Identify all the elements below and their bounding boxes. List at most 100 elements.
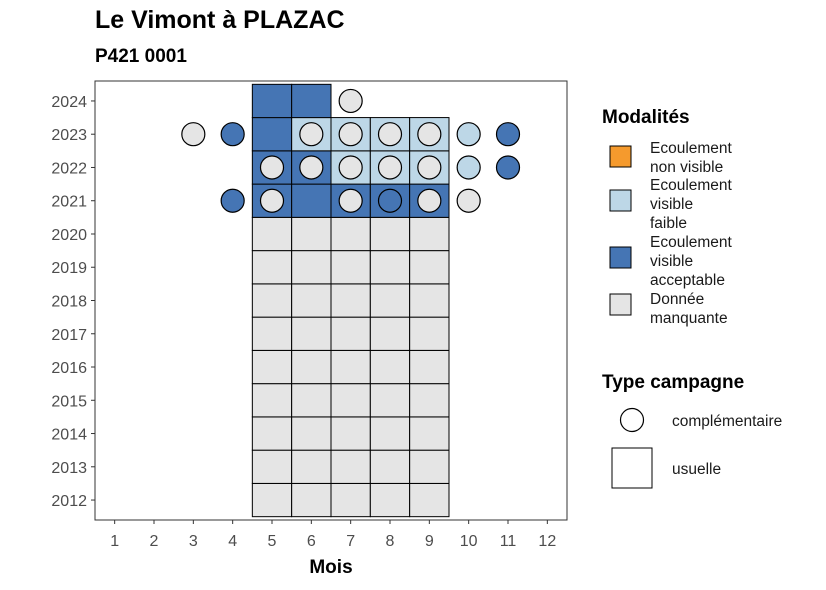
usuelle-cell-2017-7 [330,316,371,351]
usuelle-cell-2016-9 [409,349,450,385]
usuelle-cell-2016-6 [291,349,332,385]
complementaire-point-2021-7 [338,188,363,213]
x-tick-label-9: 9 [425,533,434,550]
usuelle-cell-2023-5 [251,117,293,152]
complementaire-points [181,88,521,213]
legend-label-faible-2: faible [650,215,687,232]
x-tick-label-12: 12 [538,533,556,550]
y-tick-label-2020: 2020 [51,227,87,244]
legend-shape-complmentaire [619,407,645,433]
usuelle-cell-2015-9 [409,383,450,418]
complementaire-point-2022-9 [417,155,442,180]
complementaire-point-2021-5 [259,188,285,213]
usuelle-cell-2024-6 [291,83,332,119]
usuelle-cell-2020-9 [409,216,450,252]
x-tick-label-6: 6 [307,533,316,550]
usuelle-cell-2017-9 [409,316,450,351]
legend-label-manquante-1: manquante [650,310,728,327]
usuelle-cells [251,83,450,518]
chart-title: Le Vimont à PLAZAC [95,6,345,34]
usuelle-cell-2014-7 [330,416,371,451]
usuelle-cell-2012-6 [291,482,332,518]
complementaire-point-2023-7 [338,122,363,147]
usuelle-cell-2019-6 [291,250,332,285]
x-axis-title: Mois [309,557,352,578]
y-tick-label-2022: 2022 [51,160,87,177]
usuelle-cell-2012-8 [369,482,411,518]
complementaire-point-2022-5 [259,155,285,180]
y-tick-label-2015: 2015 [51,393,87,410]
usuelle-cell-2014-9 [409,416,450,451]
chart-subtitle: P421 0001 [95,46,187,67]
x-tick-label-5: 5 [268,533,277,550]
complementaire-point-2023-4 [220,122,245,147]
usuelle-cell-2016-5 [251,349,293,385]
legend-label-acceptable-2: acceptable [650,272,725,289]
usuelle-cell-2013-8 [369,449,411,484]
usuelle-cell-2016-7 [330,349,371,385]
usuelle-cell-2015-7 [330,383,371,418]
complementaire-point-2021-10 [456,188,481,213]
legend-label-faible-1: visible [650,196,693,213]
complementaire-point-2023-9 [417,122,442,147]
usuelle-cell-2013-6 [291,449,332,484]
x-tick-label-10: 10 [460,533,478,550]
usuelle-cell-2018-7 [330,283,371,318]
x-tick-label-7: 7 [346,533,355,550]
y-tick-label-2016: 2016 [51,360,87,377]
legend-label-manquante-0: Donnée [650,291,704,308]
x-tick-label-2: 2 [150,533,159,550]
complementaire-point-2021-9 [417,188,442,213]
complementaire-point-2023-11 [495,122,521,147]
legend-label-faible-0: Ecoulement [650,177,733,194]
legend-key-acceptable [609,246,632,269]
x-tick-label-1: 1 [110,533,119,550]
x-tick-label-11: 11 [500,533,517,550]
y-tick-label-2023: 2023 [51,127,87,144]
usuelle-cell-2024-5 [251,83,293,119]
usuelle-cell-2021-6 [291,183,332,218]
usuelle-cell-2013-9 [409,449,450,484]
legend-modalites-title: Modalités [602,107,690,128]
usuelle-cell-2013-5 [251,449,293,484]
usuelle-cell-2018-9 [409,283,450,318]
usuelle-cell-2019-8 [369,250,411,285]
legend-label-acceptable-0: Ecoulement [650,234,733,251]
y-tick-label-2019: 2019 [51,260,87,277]
usuelle-cell-2017-6 [291,316,332,351]
usuelle-cell-2020-8 [369,216,411,252]
y-tick-label-2021: 2021 [51,194,87,211]
complementaire-point-2023-6 [299,122,324,147]
legend-type-campagne-title: Type campagne [602,372,744,393]
usuelle-cell-2019-5 [251,250,293,285]
legend-key-nonvisible [609,145,632,168]
usuelle-cell-2012-9 [409,482,450,518]
y-tick-label-2012: 2012 [51,493,87,510]
y-tick-label-2024: 2024 [51,94,87,111]
x-axis: 1 2 3 4 5 6 7 8 9 10 11 12 [110,520,556,550]
usuelle-cell-2018-6 [291,283,332,318]
usuelle-cell-2014-5 [251,416,293,451]
usuelle-cell-2017-8 [369,316,411,351]
complementaire-point-2022-11 [495,155,521,180]
legend-type-campagne: Type campagne complémentaire usuelle [602,372,782,489]
complementaire-point-2022-8 [377,155,403,180]
x-tick-label-3: 3 [189,533,198,550]
complementaire-point-2022-6 [299,155,324,180]
usuelle-cell-2014-8 [369,416,411,451]
usuelle-cell-2020-6 [291,216,332,252]
usuelle-cell-2013-7 [330,449,371,484]
complementaire-point-2021-4 [220,188,245,213]
usuelle-cell-2017-5 [251,316,293,351]
legend-label-usuelle: usuelle [672,461,721,478]
usuelle-cell-2015-5 [251,383,293,418]
usuelle-cell-2018-5 [251,283,293,318]
y-tick-label-2013: 2013 [51,460,87,477]
y-axis: 2012 2013 2014 2015 2016 2017 2018 2019 2020 2021… [51,94,95,510]
y-tick-label-2017: 2017 [51,327,87,344]
legend-key-faible [609,189,632,212]
legend-label-complmentaire: complémentaire [672,413,782,430]
legend-shape-usuelle [611,447,653,489]
